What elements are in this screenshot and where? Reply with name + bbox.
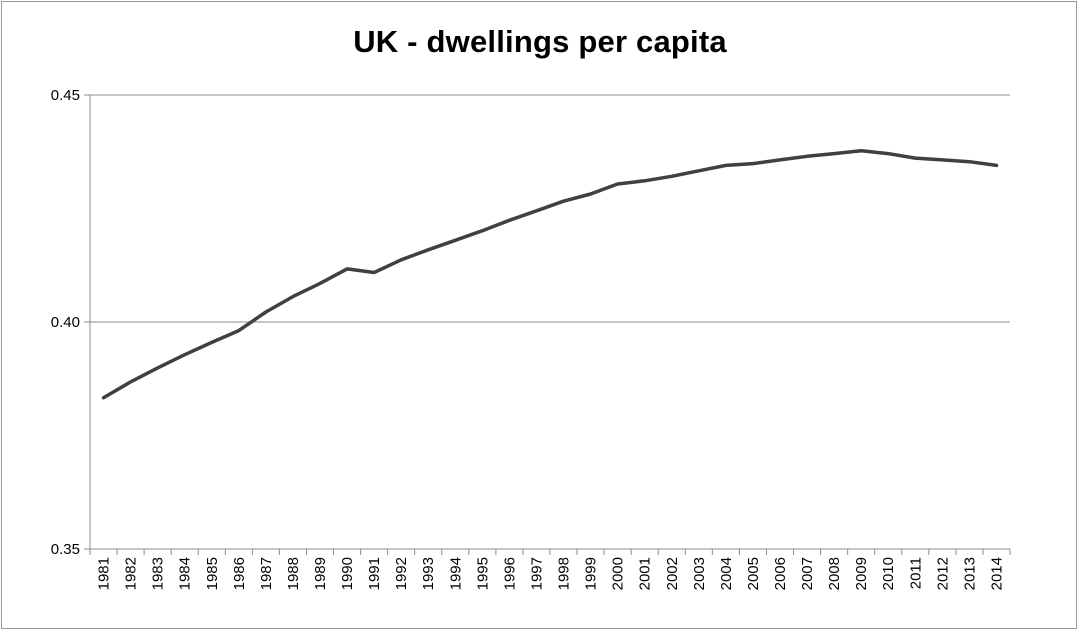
x-tick-label: 1983 — [150, 557, 167, 590]
x-tick-label: 2007 — [799, 557, 816, 590]
x-tick-label: 1990 — [339, 557, 356, 590]
x-tick-label: 1994 — [447, 557, 464, 590]
x-tick-label: 1988 — [285, 557, 302, 590]
x-tick-label: 2000 — [610, 557, 627, 590]
x-tick-label: 1996 — [501, 557, 518, 590]
x-tick-label: 2009 — [853, 557, 870, 590]
x-tick-label: 1992 — [393, 557, 410, 590]
x-tick-label: 1984 — [177, 557, 194, 590]
x-tick-label: 1998 — [556, 557, 573, 590]
x-tick-label: 1989 — [312, 557, 329, 590]
x-tick-label: 1991 — [366, 557, 383, 590]
x-tick-label: 2002 — [664, 557, 681, 590]
x-tick-label: 2010 — [880, 557, 897, 590]
x-tick-label: 2014 — [988, 557, 1005, 590]
series-group — [101, 149, 999, 400]
x-tick-label: 1995 — [474, 557, 491, 590]
x-tick-label: 2004 — [718, 557, 735, 590]
x-tick-label: 1986 — [231, 557, 248, 590]
x-tick-label: 2003 — [691, 557, 708, 590]
y-tick-label: 0.45 — [51, 87, 80, 104]
x-tick-label: 2006 — [772, 557, 789, 590]
x-tick-label: 1982 — [123, 557, 140, 590]
gridlines — [90, 94, 1010, 323]
x-tick-label: 2011 — [907, 557, 924, 589]
x-tick-label: 2012 — [934, 557, 951, 590]
y-tick-label: 0.35 — [51, 541, 80, 558]
x-tick-label: 1981 — [96, 557, 113, 590]
x-axis-ticks: 1981 1982 1983 1984 1985 1986 1987 1988 1989 1990… — [89, 549, 1011, 590]
x-tick-label: 1987 — [258, 557, 275, 590]
x-tick-label: 2005 — [745, 557, 762, 590]
series-line-0 — [101, 149, 999, 400]
y-axis-ticks: 0.35 0.40 0.45 — [51, 87, 90, 558]
y-tick-label: 0.40 — [51, 314, 80, 331]
chart-title: UK - dwellings per capita — [353, 24, 727, 59]
x-tick-label: 1997 — [528, 557, 545, 590]
x-tick-label: 2013 — [961, 557, 978, 590]
x-tick-label: 2008 — [826, 557, 843, 590]
x-tick-label: 2001 — [637, 557, 654, 590]
x-tick-label: 1999 — [583, 557, 600, 590]
x-tick-label: 1985 — [204, 557, 221, 590]
x-tick-label: 1993 — [420, 557, 437, 590]
